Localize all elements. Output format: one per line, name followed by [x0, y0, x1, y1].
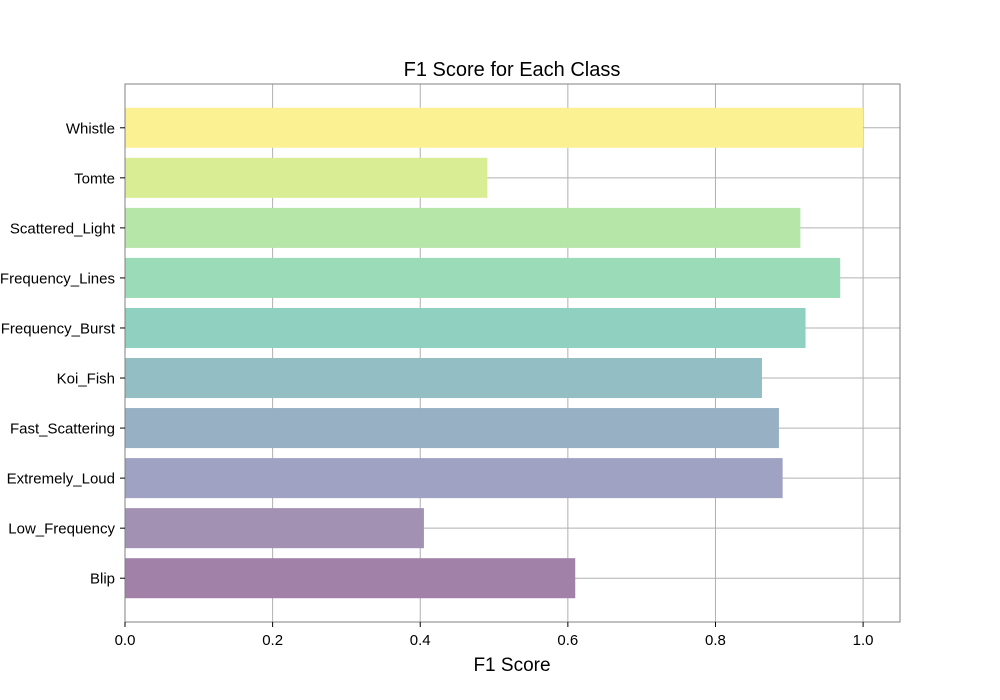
bar-koi-fish	[125, 358, 762, 399]
y-tick-label: Scattered_Light	[10, 220, 116, 237]
x-axis-label: F1 Score	[473, 655, 550, 676]
x-tick-label: 0.8	[705, 632, 726, 649]
chart-title: F1 Score for Each Class	[404, 59, 621, 81]
x-axis-ticks: 0.0 0.2 0.4 0.6 0.8 1.0	[115, 622, 874, 649]
bar-frequency-burst	[125, 307, 806, 348]
plot-area-frame	[124, 83, 901, 623]
bar-frequency-lines	[125, 257, 841, 298]
bar-scattered-light	[125, 207, 801, 248]
y-tick-label: Frequency_Lines	[0, 270, 115, 287]
y-tick-label: Extremely_Loud	[7, 471, 115, 488]
bar-low-frequency	[125, 508, 424, 549]
bar-extremely-loud	[125, 458, 783, 499]
bar-fast-scattering	[125, 408, 779, 449]
y-tick-label: Low_Frequency	[8, 521, 115, 538]
y-axis-ticks: Blip Low_Frequency Extremely_Loud Fast_Scat…	[0, 120, 125, 588]
bar-whistle	[125, 107, 864, 148]
y-tick-label: Blip	[90, 571, 115, 588]
x-tick-label: 0.6	[557, 632, 578, 649]
x-tick-label: 0.2	[262, 632, 283, 649]
y-tick-label: Koi_Fish	[57, 371, 115, 388]
bars	[125, 107, 864, 599]
bar-blip	[125, 558, 576, 599]
x-tick-label: 0.0	[115, 632, 136, 649]
x-tick-label: 0.4	[410, 632, 431, 649]
bar-tomte	[125, 157, 488, 198]
y-tick-label: Whistle	[66, 120, 115, 137]
x-tick-label: 1.0	[853, 632, 874, 649]
y-tick-label: Tomte	[74, 170, 115, 187]
y-tick-label: Frequency_Burst	[1, 320, 116, 337]
y-tick-label: Fast_Scattering	[10, 421, 115, 438]
